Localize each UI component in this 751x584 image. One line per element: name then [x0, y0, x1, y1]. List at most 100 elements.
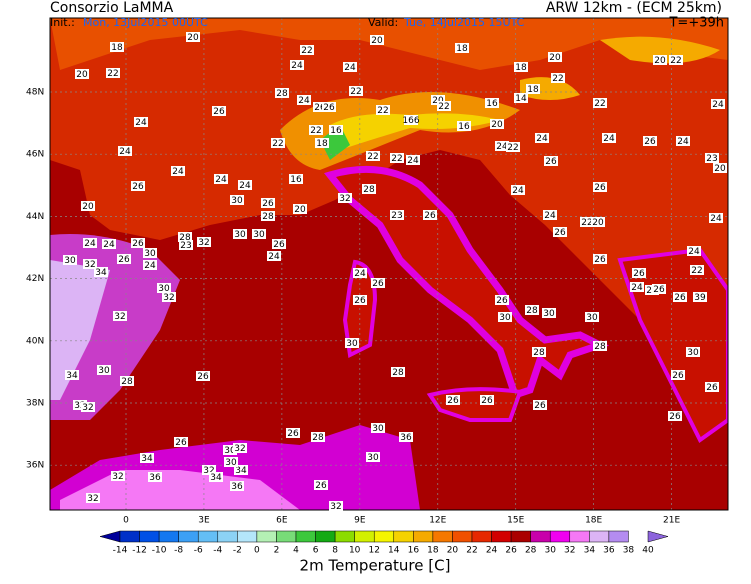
- station-box: [162, 292, 176, 302]
- station-box: [687, 246, 701, 256]
- station-temp: 22: [107, 69, 118, 79]
- station-temp: 30: [158, 284, 170, 294]
- station-box: [366, 452, 380, 462]
- station-box: [275, 88, 289, 98]
- colorbar-label: -10: [152, 546, 167, 556]
- station-box: [404, 115, 418, 125]
- colorbar-swatch: [217, 530, 238, 543]
- station-temp: 26: [633, 269, 645, 279]
- station-box: [106, 68, 120, 78]
- station-temp: 24: [268, 252, 280, 262]
- lon-label: 0: [123, 516, 129, 526]
- station-temp: 22: [691, 266, 702, 276]
- station-box: [290, 60, 304, 70]
- station-temp: 24: [119, 147, 131, 157]
- station-temp: 24: [677, 137, 689, 147]
- colorbar-label: 32: [564, 546, 575, 556]
- station-box: [345, 338, 359, 348]
- station-box: [196, 371, 210, 381]
- colorbar-label: 20: [447, 546, 459, 556]
- station-box: [506, 142, 520, 152]
- station-box: [120, 376, 134, 386]
- station-temp: 32: [112, 472, 123, 482]
- station-temp: 32: [203, 466, 214, 476]
- station-temp: 30: [499, 313, 511, 323]
- init-time: Mon, 13Jul2015 00UTC: [83, 16, 208, 29]
- station-temp: 32: [82, 403, 93, 413]
- station-box: [591, 217, 605, 227]
- station-box: [526, 84, 540, 94]
- lon-label: 9E: [354, 516, 366, 526]
- colorbar-arrow: [99, 530, 121, 543]
- colorbar-label: 36: [603, 546, 615, 556]
- station-box: [267, 251, 281, 261]
- station-temp: 34: [210, 473, 222, 483]
- station-box: [271, 138, 285, 148]
- colorbar-label: 6: [313, 546, 319, 556]
- station-box: [63, 255, 77, 265]
- colorbar-label: 12: [368, 546, 379, 556]
- station-temp: 32: [114, 312, 125, 322]
- station-temp: 16: [486, 99, 498, 109]
- lon-label: 6E: [276, 516, 288, 526]
- station-box: [148, 472, 162, 482]
- station-temp: 16: [290, 175, 302, 185]
- colorbar-swatch: [569, 530, 590, 543]
- station-temp: 18: [456, 44, 468, 54]
- station-temp: 28: [533, 348, 545, 358]
- colorbar-title: 2m Temperature [C]: [300, 557, 451, 575]
- station-temp: 30: [64, 256, 76, 266]
- colorbar-label: 40: [642, 546, 654, 556]
- station-box: [514, 62, 528, 72]
- station-box: [252, 229, 266, 239]
- colorbar-swatch: [139, 530, 160, 543]
- colorbar-label: 4: [293, 546, 299, 556]
- station-temp: 28: [392, 368, 404, 378]
- station-temp: 32: [330, 502, 341, 512]
- station-temp: 14: [515, 94, 527, 104]
- colorbar-label: 2: [274, 546, 280, 556]
- station-box: [457, 121, 471, 131]
- colorbar-label: -6: [194, 546, 203, 556]
- station-temp: 28: [526, 306, 538, 316]
- station-box: [117, 254, 131, 264]
- station-temp: 26: [213, 107, 225, 117]
- colorbar-label: -2: [233, 546, 242, 556]
- station-temp: 30: [224, 446, 236, 456]
- station-box: [676, 136, 690, 146]
- station-temp: 34: [235, 466, 247, 476]
- colorbar-swatch: [158, 530, 179, 543]
- station-box: [209, 472, 223, 482]
- station-box: [446, 395, 460, 405]
- station-box: [212, 106, 226, 116]
- station-temp: 26: [534, 401, 546, 411]
- station-temp: 26: [424, 211, 436, 221]
- station-box: [75, 69, 89, 79]
- station-temp: 34: [95, 268, 107, 278]
- station-temp: 24: [135, 118, 147, 128]
- station-box: [157, 283, 171, 293]
- station-temp: 18: [111, 43, 123, 53]
- station-box: [371, 278, 385, 288]
- station-box: [143, 260, 157, 270]
- station-box: [349, 86, 363, 96]
- station-temp: 24: [712, 100, 724, 110]
- colorbar-label: 18: [427, 546, 439, 556]
- station-box: [705, 153, 719, 163]
- station-box: [353, 268, 367, 278]
- station-temp: 32: [198, 238, 209, 248]
- station-temp: 26: [262, 199, 274, 209]
- station-temp: 20: [82, 202, 94, 212]
- colorbar-label: 10: [349, 546, 361, 556]
- station-temp: 166: [402, 116, 419, 126]
- station-box: [81, 402, 95, 412]
- station-box: [495, 141, 509, 151]
- station-temp: 22: [670, 56, 681, 66]
- colorbar-swatch: [354, 530, 375, 543]
- station-temp: 26: [287, 429, 299, 439]
- station-box: [293, 204, 307, 214]
- station-box: [406, 155, 420, 165]
- station-box: [490, 119, 504, 129]
